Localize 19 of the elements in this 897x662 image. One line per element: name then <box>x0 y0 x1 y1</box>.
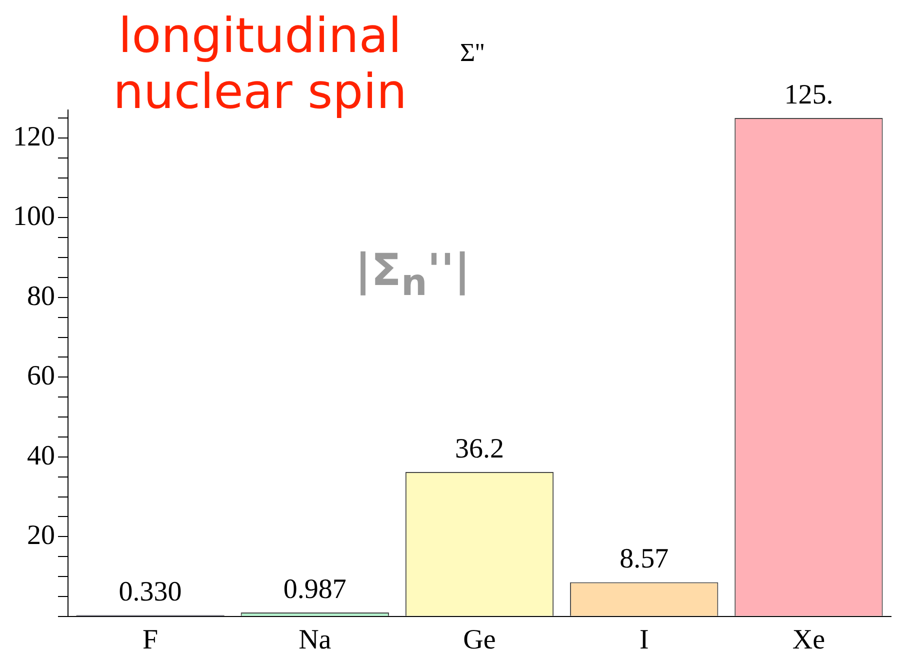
data-label: 0.330 <box>118 576 182 608</box>
text: Σ'' <box>460 38 485 68</box>
x-tick-label: Xe <box>792 624 826 656</box>
data-label: 8.57 <box>620 544 669 575</box>
y-tick-label: 80 <box>27 280 55 312</box>
y-tick-label: 120 <box>13 121 55 152</box>
y-tick-label: 100 <box>13 201 55 232</box>
y-tick-label: 20 <box>27 520 55 552</box>
y-tick-label: 40 <box>27 440 55 472</box>
data-label: 0.987 <box>283 574 346 605</box>
data-label: 125. <box>784 79 834 110</box>
x-tick-label: Na <box>298 624 332 656</box>
x-tick-label: F <box>142 624 158 656</box>
y-tick-label: 60 <box>27 360 55 392</box>
data-label: 36.2 <box>455 433 504 464</box>
annotation: |Σ$_{n}$''| <box>355 245 470 304</box>
x-tick-label: Ge <box>463 624 496 656</box>
chart-title: longitudinal nuclear spin <box>112 8 408 120</box>
x-tick-label: I <box>639 624 649 656</box>
